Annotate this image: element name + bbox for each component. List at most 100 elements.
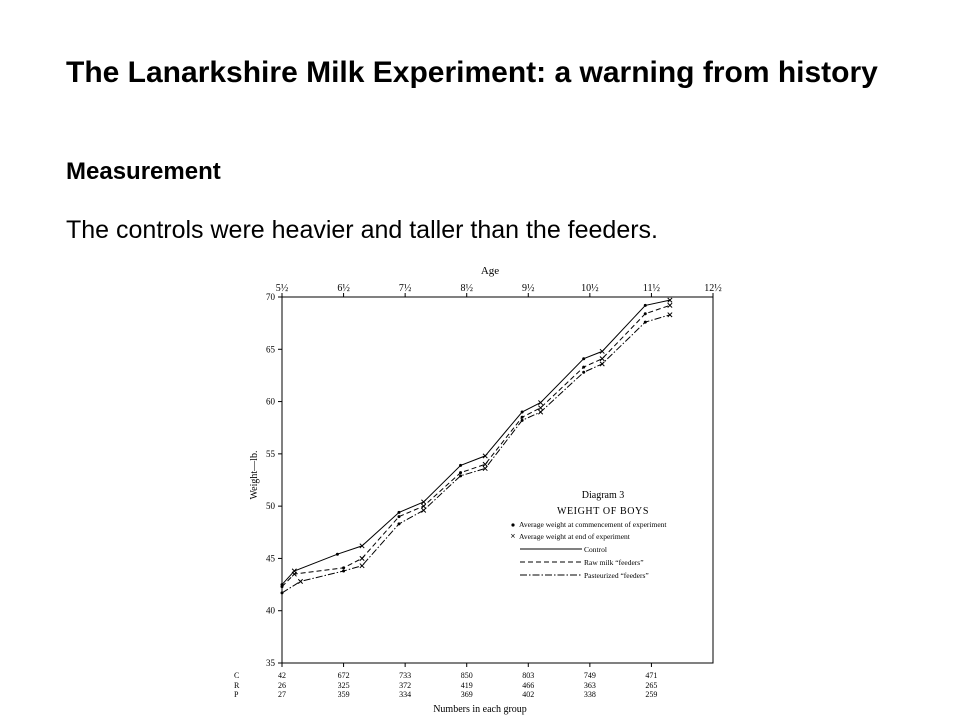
start-point <box>280 591 284 595</box>
group-count-value: 26 <box>278 681 286 690</box>
start-point <box>643 303 647 307</box>
y-tick-label: 50 <box>266 501 276 511</box>
diagram-title: WEIGHT OF BOYS <box>557 506 649 517</box>
age-tick-label: 11½ <box>643 283 661 294</box>
end-point <box>291 571 297 577</box>
age-tick-label: 10½ <box>581 283 599 294</box>
end-point <box>482 461 488 467</box>
end-point <box>667 297 673 303</box>
age-tick-label: 9½ <box>522 283 535 294</box>
end-point <box>421 499 427 505</box>
start-point <box>582 370 586 374</box>
end-point <box>599 356 605 362</box>
start-point <box>459 471 463 475</box>
group-count-value: 369 <box>461 690 473 699</box>
group-row-label: C <box>234 671 239 680</box>
group-count-value: 372 <box>399 681 411 690</box>
end-point <box>421 503 427 509</box>
y-tick-label: 70 <box>266 292 276 302</box>
diagram-label: Diagram 3 <box>582 490 625 501</box>
start-point <box>459 474 463 478</box>
legend-end-marker: × <box>510 531 515 541</box>
chart-legend: Diagram 3 WEIGHT OF BOYS Average weight … <box>510 490 667 580</box>
end-point <box>667 312 673 318</box>
group-count-value: 419 <box>461 681 473 690</box>
y-tick-label: 40 <box>266 606 276 616</box>
y-tick-label: 65 <box>266 344 276 354</box>
legend-pasteurized-label: Pasteurized “feeders” <box>584 571 649 580</box>
group-count-value: 363 <box>584 681 596 690</box>
start-point <box>520 410 524 414</box>
slide-body-text: The controls were heavier and taller tha… <box>66 216 659 244</box>
group-count-value: 803 <box>522 671 534 680</box>
end-point <box>359 563 365 569</box>
x-axis-label: Numbers in each group <box>433 704 527 715</box>
group-count-value: 471 <box>645 671 657 680</box>
end-point <box>599 361 605 367</box>
group-count-value: 325 <box>338 681 350 690</box>
age-tick-label: 7½ <box>399 283 412 294</box>
legend-control-label: Control <box>584 545 607 554</box>
group-count-value: 27 <box>278 690 286 699</box>
slide-title: The Lanarkshire Milk Experiment: a warni… <box>66 56 878 89</box>
start-point <box>397 522 401 526</box>
end-point <box>538 400 544 406</box>
start-point <box>520 415 524 419</box>
legend-start-label: Average weight at commencement of experi… <box>519 520 667 529</box>
group-row-label: P <box>234 690 239 699</box>
legend-raw-label: Raw milk “feeders” <box>584 558 644 567</box>
series-line <box>281 304 671 588</box>
end-point <box>359 543 365 549</box>
end-point <box>297 578 304 584</box>
age-tick-label: 6½ <box>337 283 350 294</box>
end-point <box>599 348 605 354</box>
start-point <box>643 312 647 316</box>
group-count-value: 672 <box>338 671 350 680</box>
age-tick-label: 8½ <box>460 283 473 294</box>
end-point <box>538 409 544 415</box>
start-point <box>582 365 586 369</box>
group-count-value: 402 <box>522 690 534 699</box>
y-tick-label: 60 <box>266 397 276 407</box>
end-point <box>482 465 488 472</box>
slide-subtitle: Measurement <box>66 158 221 185</box>
y-axis-label: Weight—lb. <box>249 451 260 500</box>
start-point <box>397 510 401 514</box>
age-tick-label: 5½ <box>276 283 289 294</box>
group-count-value: 265 <box>645 681 657 690</box>
start-point <box>643 320 647 324</box>
group-count-value: 359 <box>338 690 350 699</box>
group-row-label: R <box>234 681 240 690</box>
start-point <box>582 357 586 361</box>
start-point <box>342 569 346 573</box>
group-count-value: 334 <box>399 690 411 699</box>
y-tick-label: 55 <box>266 449 276 459</box>
series-line <box>281 314 671 594</box>
start-point <box>520 418 524 422</box>
top-axis-label: Age <box>481 265 499 277</box>
group-count-value: 259 <box>645 690 657 699</box>
group-count-value: 850 <box>461 671 473 680</box>
group-count-value: 42 <box>278 671 286 680</box>
group-count-value: 749 <box>584 671 596 680</box>
legend-start-marker <box>511 523 515 527</box>
age-tick-label: 12½ <box>704 283 722 294</box>
plot-frame <box>281 296 714 664</box>
end-point <box>482 453 488 459</box>
series-line <box>281 299 671 585</box>
group-count-value: 338 <box>584 690 596 699</box>
end-point <box>667 302 673 308</box>
end-point <box>421 507 427 513</box>
start-point <box>397 515 401 519</box>
start-point <box>280 585 284 589</box>
end-point <box>359 555 365 561</box>
start-point <box>335 552 339 556</box>
y-tick-label: 35 <box>266 658 276 668</box>
group-counts: CRP4226276723253597333723348504193698034… <box>234 663 657 699</box>
legend-end-label: Average weight at end of experiment <box>519 532 631 541</box>
end-point <box>538 405 544 411</box>
group-count-value: 466 <box>522 681 534 690</box>
y-tick-label: 45 <box>266 553 276 563</box>
start-point <box>342 566 346 570</box>
